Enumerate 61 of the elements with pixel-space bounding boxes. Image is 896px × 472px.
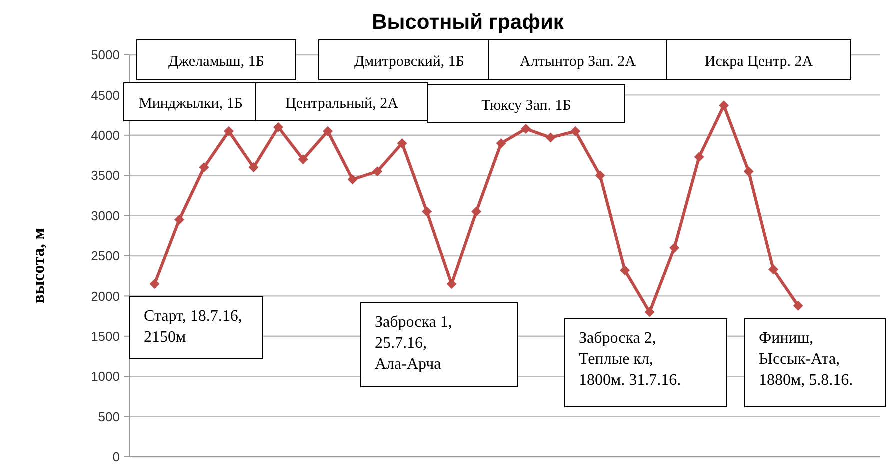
point <box>694 152 704 162</box>
annotation: Искра Центр. 2А <box>704 54 814 70</box>
point <box>323 126 334 136</box>
point <box>150 279 160 290</box>
text-box: Алтынтор Зап. 2А <box>488 40 668 80</box>
annotation: Тюксу Зап. 1Б <box>482 98 572 114</box>
point <box>620 265 630 276</box>
point <box>422 206 432 217</box>
point <box>248 162 259 173</box>
text-box: Заброска 1, 25.7.16, Ала-Арча <box>360 302 518 388</box>
annotation: Джеламыш, 1Б <box>168 54 264 70</box>
y-tick-label: 5000 <box>91 48 120 63</box>
point <box>496 138 506 148</box>
y-tick-label: 3500 <box>91 168 120 184</box>
y-tick-label: 1000 <box>91 369 120 384</box>
point <box>670 242 680 253</box>
text-box: Заброска 2, Теплые кл, 1800м. 31.7.16. <box>564 318 728 408</box>
point <box>446 279 457 290</box>
annotation: Финиш, Ыссык-Ата, 1880м, 5.8.16. <box>759 330 854 389</box>
point <box>521 124 532 134</box>
point <box>719 100 730 111</box>
point <box>472 206 482 217</box>
point <box>744 166 754 177</box>
point <box>174 214 185 225</box>
text-box: Тюксу Зап. 1Б <box>428 84 626 124</box>
point <box>546 132 556 143</box>
y-tick-label: 4000 <box>91 128 120 143</box>
point <box>397 138 408 148</box>
text-box: Минджылки, 1Б <box>124 82 258 122</box>
point <box>372 166 383 177</box>
chart-title: Высотный график <box>372 11 564 34</box>
y-tick-label: 2000 <box>91 288 120 304</box>
annotation: Дмитровский, 1Б <box>354 54 465 70</box>
annotation: Старт, 18.7.16, 2150м <box>144 308 242 346</box>
annotation: Заброска 2, Теплые кл, 1800м. 31.7.16. <box>579 330 682 389</box>
point <box>199 162 210 173</box>
point <box>348 174 358 185</box>
point <box>224 126 234 136</box>
point <box>595 170 606 181</box>
point <box>570 126 581 136</box>
annotation: Заброска 1, 25.7.16, Ала-Арча <box>375 314 452 373</box>
text-box: Центральный, 2А <box>256 82 428 122</box>
point <box>793 300 804 311</box>
y-tick-label: 4500 <box>91 88 120 103</box>
point <box>644 307 655 318</box>
text-box: Финиш, Ыссык-Ата, 1880м, 5.8.16. <box>744 318 886 408</box>
y-tick-label: 2500 <box>91 248 120 264</box>
y-tick-label: 0 <box>112 450 120 465</box>
text-box: Старт, 18.7.16, 2150м <box>130 296 264 360</box>
text-box: Джеламыш, 1Б <box>136 40 296 80</box>
point <box>768 264 779 275</box>
annotation: Алтынтор Зап. 2А <box>520 54 636 70</box>
annotation: Минджылки, 1Б <box>139 96 243 112</box>
y-tick-label: 3000 <box>91 208 120 224</box>
text-box: Искра Центр. 2А <box>666 40 852 80</box>
y-tick-label: 500 <box>98 409 120 424</box>
y-axis-title: высота, м <box>29 228 48 304</box>
y-tick-label: 1500 <box>91 328 120 344</box>
annotation: Центральный, 2А <box>286 96 399 112</box>
point <box>274 122 284 132</box>
point <box>298 154 308 165</box>
